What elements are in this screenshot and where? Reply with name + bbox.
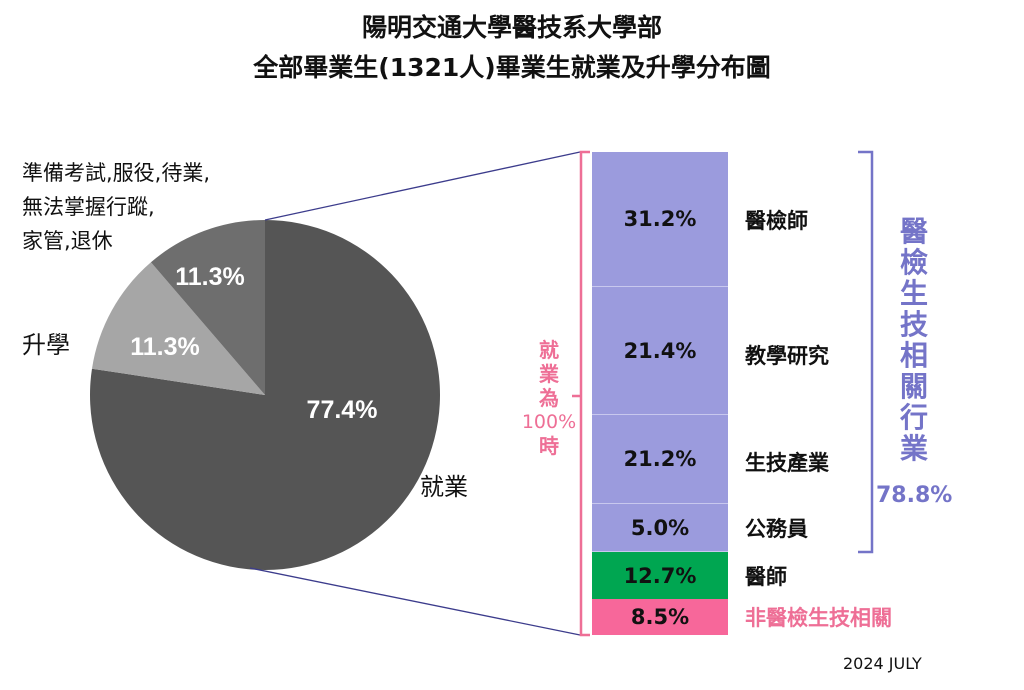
bar-segment-biotech: 21.2%	[592, 415, 728, 504]
employment-label: 就業	[420, 473, 468, 501]
group-char: 行	[899, 401, 928, 434]
other-label-line: 準備考試,服役,待業,	[22, 161, 211, 185]
other-label: 準備考試,服役,待業, 無法掌握行蹤, 家管,退休	[22, 156, 210, 258]
pie-slice	[150, 220, 265, 395]
connector-top	[264, 151, 581, 221]
category-label: 生技產業	[745, 451, 829, 475]
note-char: 就	[539, 338, 559, 362]
bar-segment-teaching-research: 21.4%	[592, 287, 728, 415]
stacked-bar: 31.2% 21.4% 21.2% 5.0% 12.7% 8.5%	[592, 152, 728, 635]
pie-slice	[91, 262, 265, 395]
category-label: 公務員	[745, 517, 808, 541]
chart-title-line2: 全部畢業生(1321人)畢業生就業及升學分布圖	[253, 53, 771, 82]
group-char: 醫	[899, 215, 928, 248]
bar-segment-physician: 12.7%	[592, 552, 728, 599]
category-label: 教學研究	[745, 344, 829, 368]
other-label-line: 無法掌握行蹤,	[22, 195, 155, 219]
category-label: 醫師	[745, 565, 787, 589]
related-industry-total: 78.8%	[876, 483, 953, 508]
employment-note: 就 業 為 100% 時	[518, 338, 580, 458]
pie-data-label: 77.4%	[307, 396, 378, 424]
note-char: 為	[539, 386, 559, 410]
group-char: 相	[899, 339, 928, 372]
pie-data-label: 11.3%	[130, 333, 200, 361]
footer-date: 2024 JULY	[843, 654, 922, 673]
connector-bottom	[249, 567, 581, 636]
note-char: 100%	[521, 411, 577, 433]
group-char: 生	[899, 277, 928, 310]
further-study-label: 升學	[22, 331, 70, 359]
pie-data-label: 11.3%	[175, 263, 245, 291]
group-char: 技	[899, 308, 928, 341]
related-industry-label: 醫 檢 生 技 相 關 行 業	[884, 216, 944, 464]
bar-segment-med-tech: 31.2%	[592, 152, 728, 287]
category-label: 醫檢師	[745, 209, 808, 233]
pie-chart: 77.4% 11.3% 11.3%	[90, 220, 441, 570]
related-industry-bracket	[858, 150, 874, 554]
chart-title-line1: 陽明交通大學醫技系大學部	[361, 13, 662, 42]
bar-segment-unrelated: 8.5%	[592, 599, 728, 635]
group-char: 關	[899, 370, 928, 403]
employment-bracket	[572, 150, 590, 637]
category-label: 非醫檢生技相關	[745, 606, 892, 630]
note-char: 時	[539, 434, 559, 458]
note-char: 業	[539, 362, 559, 386]
other-label-line: 家管,退休	[22, 229, 113, 253]
group-char: 業	[899, 432, 928, 465]
bar-segment-civil-servant: 5.0%	[592, 504, 728, 552]
group-char: 檢	[899, 246, 928, 279]
